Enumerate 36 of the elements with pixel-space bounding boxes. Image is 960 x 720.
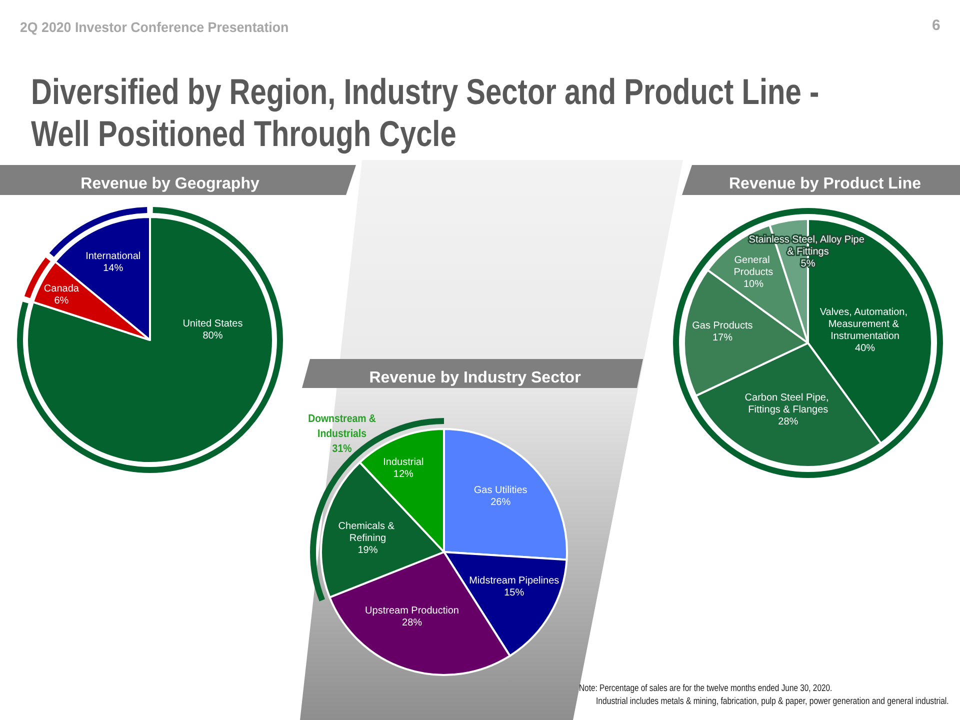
- data-label: 28%: [778, 416, 798, 428]
- chart-title: Revenue by Industry Sector: [369, 370, 581, 386]
- text: Note: Percentage of sales are for the twelve months ended June 30, 2020.: [579, 683, 832, 695]
- text: Industrial includes metals & mining, fabrication, pulp & paper, power generation and general industrial.: [596, 696, 949, 708]
- data-label: 5%: [800, 258, 816, 270]
- data-label: 10%: [743, 278, 764, 290]
- text: 31%: [331, 442, 353, 457]
- slice-label: Gas Products: [692, 320, 753, 332]
- slice-label: Valves, Automation, Measurement & Instrumentation: [820, 307, 910, 342]
- slice-label: Chemicals & Refining: [338, 520, 398, 544]
- slice-label: Canada: [44, 283, 80, 294]
- data-label: 26%: [490, 497, 511, 508]
- chart-title: Revenue by Product Line: [728, 176, 922, 192]
- text: Downstream & Industrials: [307, 412, 377, 442]
- data-label: 80%: [202, 330, 223, 342]
- slice-label: General Products: [734, 254, 774, 278]
- data-label: 28%: [402, 618, 422, 629]
- slice-label: Gas Utilities: [474, 485, 528, 496]
- data-label: 6%: [54, 295, 69, 306]
- data-label: 12%: [393, 468, 414, 480]
- data-label: 40%: [855, 343, 876, 354]
- slice-label: Industrial: [383, 456, 424, 468]
- slice-label: Midstream Pipelines: [469, 576, 560, 587]
- text: 2Q 2020 Investor Conference Presentation: [20, 19, 289, 36]
- text: Well Positioned Through Cycle: [31, 113, 456, 154]
- slice-label: Carbon Steel Pipe, Fittings & Flanges: [744, 392, 832, 416]
- chart-title: Revenue by Geography: [80, 176, 260, 192]
- slice-label: United States: [182, 318, 243, 330]
- text: Diversified by Region, Industry Sector and Product Line -: [31, 71, 820, 112]
- slice-label: Upstream Production: [365, 606, 459, 617]
- data-label: 14%: [103, 263, 124, 274]
- text: 6: [932, 17, 940, 34]
- data-label: 19%: [358, 544, 378, 556]
- data-label: 15%: [504, 588, 524, 599]
- slice-label: International: [86, 251, 141, 262]
- data-label: 17%: [712, 332, 733, 344]
